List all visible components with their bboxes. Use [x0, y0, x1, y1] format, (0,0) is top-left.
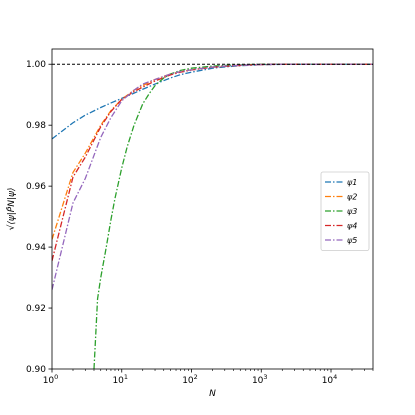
x-tick-label-2: 102 — [182, 373, 198, 386]
y-axis-label: √⟨ψ|P̂N|ψ⟩ — [5, 188, 17, 231]
y-tick-label-1: 0.92 — [26, 304, 46, 314]
legend-label-4: ψ4 — [347, 222, 357, 231]
y-tick-label-5: 1.00 — [26, 60, 46, 70]
legend-label-2: ψ2 — [347, 193, 357, 202]
legend-label-3: ψ3 — [347, 207, 357, 216]
y-tick-label-4: 0.98 — [26, 121, 46, 131]
x-axis-ticks: 100 101 102 103 104 — [43, 369, 374, 386]
legend: ψ1 ψ2 ψ3 ψ4 ψ5 — [320, 171, 370, 251]
legend-label-5: ψ5 — [347, 236, 357, 245]
y-tick-label-0: 0.90 — [26, 365, 46, 375]
x-tick-label-3: 103 — [252, 373, 268, 386]
legend-box — [320, 171, 370, 251]
y-tick-label-2: 0.94 — [26, 243, 46, 253]
legend-label-1: ψ1 — [347, 178, 357, 187]
x-axis-label: N — [209, 389, 216, 399]
y-tick-label-3: 0.96 — [26, 182, 46, 192]
x-tick-label-1: 101 — [112, 373, 128, 386]
x-tick-label-0: 100 — [43, 373, 59, 386]
x-tick-label-4: 104 — [322, 373, 338, 386]
y-axis-ticks: 0.90 0.92 0.94 0.96 0.98 1.00 — [26, 60, 52, 375]
